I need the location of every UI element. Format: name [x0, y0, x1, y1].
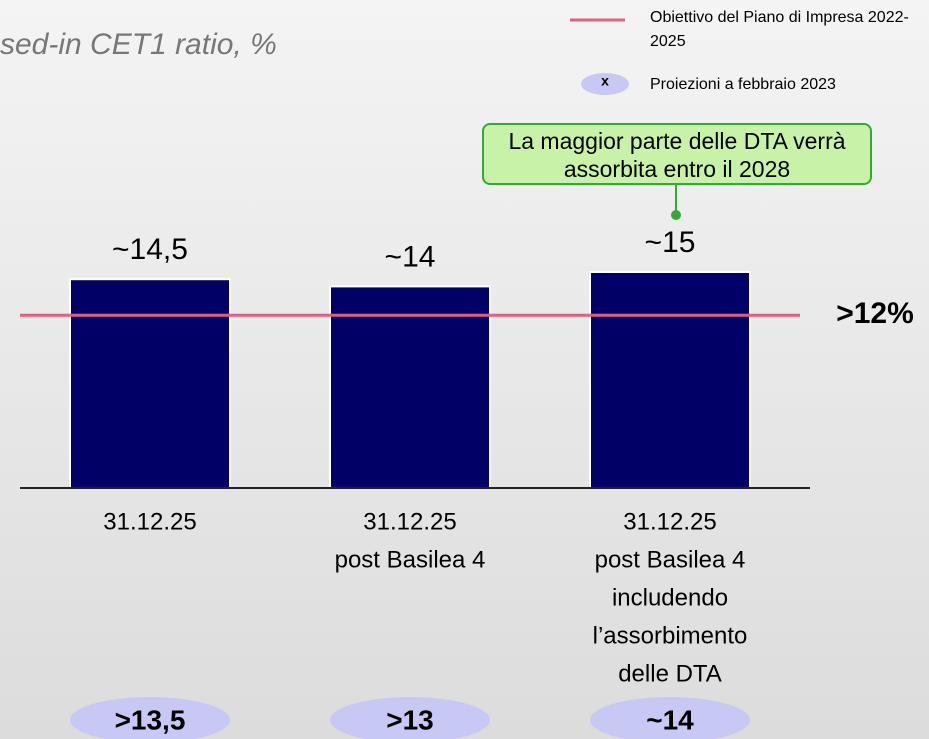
value-label: ~14,5 — [112, 233, 188, 266]
x-tick-label: 31.12.25 — [363, 508, 456, 535]
x-tick-label: 31.12.25 — [623, 508, 716, 535]
x-tick-label: includendo — [612, 584, 728, 611]
legend-symbol: x — [601, 73, 609, 89]
legend-target: Obiettivo del Piano di Impresa 2022-2025 — [650, 9, 909, 50]
bar — [329, 285, 491, 489]
target-label: >12% — [836, 297, 914, 330]
bar — [69, 278, 231, 490]
value-label: ~14 — [385, 240, 436, 273]
bar — [589, 271, 751, 489]
legend-projections: Proiezioni a febbraio 2023 — [650, 76, 836, 93]
x-tick-label: post Basilea 4 — [595, 546, 746, 573]
callout-dot — [671, 210, 681, 220]
value-label: ~15 — [645, 226, 696, 259]
x-tick-label: l’assorbimento — [593, 622, 748, 649]
projection-label: >13 — [386, 704, 434, 735]
x-tick-label: delle DTA — [618, 660, 722, 687]
callout: La maggior parte delle DTA verrà assorbi… — [482, 123, 872, 185]
x-tick-label: 31.12.25 — [103, 508, 196, 535]
chart-title: sed-in CET1 ratio, % — [0, 28, 277, 61]
legend-ellipse — [581, 73, 629, 95]
projection — [70, 697, 230, 739]
projection-label: ~14 — [646, 704, 694, 735]
projection-label: >13,5 — [115, 704, 186, 735]
projection — [330, 697, 490, 739]
x-tick-label: post Basilea 4 — [335, 546, 486, 573]
projection — [590, 697, 750, 739]
